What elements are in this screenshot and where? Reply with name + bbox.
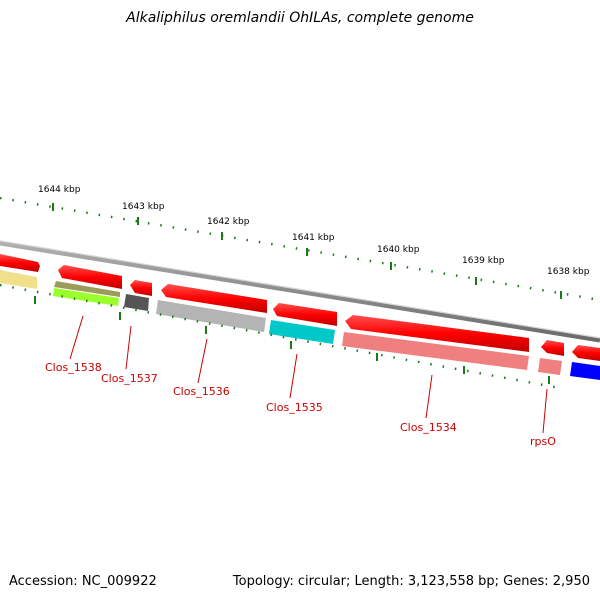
gene-labels: Clos_1538 Clos_1537 Clos_1536 Clos_1535 … bbox=[45, 361, 556, 448]
cog-feature bbox=[54, 281, 120, 297]
gene-label-clos-1536: Clos_1536 bbox=[173, 385, 230, 398]
cog-feature bbox=[570, 362, 600, 380]
ruler-label-1642: 1642 kbp bbox=[207, 217, 250, 227]
cds-feature bbox=[0, 254, 40, 272]
ruler-label-1644: 1644 kbp bbox=[38, 185, 81, 195]
gc-skew-track-outer bbox=[0, 196, 600, 302]
cog-feature bbox=[0, 270, 37, 289]
cog-feature bbox=[342, 332, 529, 370]
genome-backbone bbox=[0, 240, 600, 343]
ruler-label-1641: 1641 kbp bbox=[292, 233, 335, 243]
cds-feature bbox=[58, 265, 122, 289]
cog-feature bbox=[156, 300, 266, 332]
cds-feature bbox=[572, 345, 600, 361]
gene-label-clos-1537: Clos_1537 bbox=[101, 372, 158, 385]
ruler-label-1643: 1643 kbp bbox=[122, 202, 165, 212]
cds-feature bbox=[161, 284, 267, 313]
cog-track bbox=[0, 270, 600, 380]
cds-track bbox=[0, 254, 600, 361]
ruler-label-1639: 1639 kbp bbox=[462, 256, 505, 266]
ruler-labels: 1644 kbp 1643 kbp 1642 kbp 1641 kbp 1640… bbox=[38, 185, 590, 277]
gc-skew-track-inner bbox=[0, 283, 561, 390]
cds-feature bbox=[273, 303, 337, 326]
cds-feature bbox=[541, 340, 564, 356]
topology-text: Topology: circular; Length: 3,123,558 bp… bbox=[232, 574, 590, 589]
cog-feature bbox=[124, 294, 149, 311]
gene-label-clos-1534: Clos_1534 bbox=[400, 421, 457, 434]
gene-label-clos-1538: Clos_1538 bbox=[45, 361, 102, 374]
cds-feature bbox=[130, 280, 152, 296]
cog-feature bbox=[538, 358, 562, 375]
ruler-label-1640: 1640 kbp bbox=[377, 245, 420, 255]
cog-feature bbox=[269, 320, 335, 344]
gene-label-rpso: rpsO bbox=[530, 435, 556, 448]
accession-text: Accession: NC_009922 bbox=[9, 574, 157, 589]
ruler-label-1638: 1638 kbp bbox=[547, 267, 590, 277]
map-title: Alkaliphilus oremlandii OhILAs, complete… bbox=[126, 10, 474, 26]
gene-label-clos-1535: Clos_1535 bbox=[266, 401, 323, 414]
gene-label-leaders bbox=[69, 315, 548, 434]
cds-feature bbox=[345, 315, 529, 352]
cog-feature bbox=[53, 288, 119, 306]
